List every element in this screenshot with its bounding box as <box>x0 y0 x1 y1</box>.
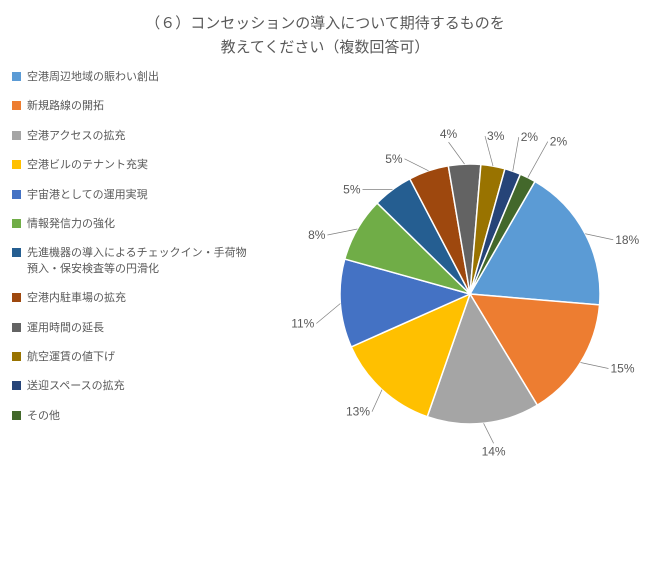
chart-title: （６）コンセッションの導入について期待するものを 教えてください（複数回答可） <box>0 0 650 64</box>
legend-label: 運用時間の延長 <box>27 321 104 336</box>
slice-pct-label: 5% <box>343 183 361 197</box>
legend-swatch <box>12 352 21 361</box>
leader-line <box>405 159 429 171</box>
legend-item: 空港アクセスの拡充 <box>12 129 255 144</box>
leader-line <box>528 142 548 178</box>
legend-swatch <box>12 131 21 140</box>
legend-label: 情報発信力の強化 <box>27 217 115 232</box>
legend-label: 空港周辺地域の賑わい創出 <box>27 70 159 85</box>
legend-label: 空港アクセスの拡充 <box>27 129 125 144</box>
legend-label: 送迎スペースの拡充 <box>27 379 125 394</box>
pie-chart: 18% 15% 14% 13% 11% 8% 5% 5% 4% 3% 2% 2% <box>255 64 650 544</box>
slice-pct-label: 8% <box>308 228 326 242</box>
legend-item: 先進機器の導入によるチェックイン・手荷物預入・保安検査等の円滑化 <box>12 246 255 277</box>
legend-swatch <box>12 160 21 169</box>
legend-label: 新規路線の開拓 <box>27 99 104 114</box>
legend-label: 空港ビルのテナント充実 <box>27 158 148 173</box>
slice-pct-label: 15% <box>610 362 634 376</box>
legend-item: 空港内駐車場の拡充 <box>12 291 255 306</box>
slice-pct-label: 11% <box>291 317 314 331</box>
legend-item: 情報発信力の強化 <box>12 217 255 232</box>
leader-line <box>484 423 494 443</box>
legend-label: 先進機器の導入によるチェックイン・手荷物預入・保安検査等の円滑化 <box>27 246 255 277</box>
legend-item: その他 <box>12 409 255 424</box>
slice-pct-label: 14% <box>482 444 506 458</box>
leader-line <box>372 390 382 412</box>
legend-swatch <box>12 101 21 110</box>
slice-pct-label: 18% <box>615 233 639 247</box>
slice-pct-label: 2% <box>550 135 568 149</box>
leader-line <box>580 363 608 369</box>
title-line-1: （６）コンセッションの導入について期待するものを <box>40 12 610 36</box>
legend-item: 宇宙港としての運用実現 <box>12 188 255 203</box>
pie-chart-area: 18% 15% 14% 13% 11% 8% 5% 5% 4% 3% 2% 2% <box>255 64 650 544</box>
legend-swatch <box>12 293 21 302</box>
legend-item: 空港周辺地域の賑わい創出 <box>12 70 255 85</box>
leader-line <box>316 304 340 324</box>
legend-item: 空港ビルのテナント充実 <box>12 158 255 173</box>
legend-swatch <box>12 219 21 228</box>
legend-item: 新規路線の開拓 <box>12 99 255 114</box>
legend-label: 空港内駐車場の拡充 <box>27 291 126 306</box>
slice-pct-label: 4% <box>440 127 458 141</box>
legend-swatch <box>12 381 21 390</box>
legend-swatch <box>12 72 21 81</box>
legend-label: 航空運賃の値下げ <box>27 350 115 365</box>
legend-swatch <box>12 248 21 257</box>
slice-pct-label: 5% <box>385 152 403 166</box>
legend-label: 宇宙港としての運用実現 <box>27 188 148 203</box>
slice-pct-label: 2% <box>521 130 539 144</box>
title-line-2: 教えてください（複数回答可） <box>40 36 610 60</box>
legend: 空港周辺地域の賑わい創出新規路線の開拓空港アクセスの拡充空港ビルのテナント充実宇… <box>0 64 255 544</box>
legend-swatch <box>12 190 21 199</box>
legend-swatch <box>12 323 21 332</box>
legend-swatch <box>12 411 21 420</box>
slice-pct-label: 3% <box>487 129 505 143</box>
leader-line <box>327 229 357 235</box>
leader-line <box>585 234 613 240</box>
legend-label: その他 <box>27 409 60 424</box>
slice-pct-label: 13% <box>346 405 370 419</box>
legend-item: 運用時間の延長 <box>12 321 255 336</box>
legend-item: 航空運賃の値下げ <box>12 350 255 365</box>
leader-line <box>513 137 519 171</box>
leader-line <box>449 142 465 164</box>
legend-item: 送迎スペースの拡充 <box>12 379 255 394</box>
